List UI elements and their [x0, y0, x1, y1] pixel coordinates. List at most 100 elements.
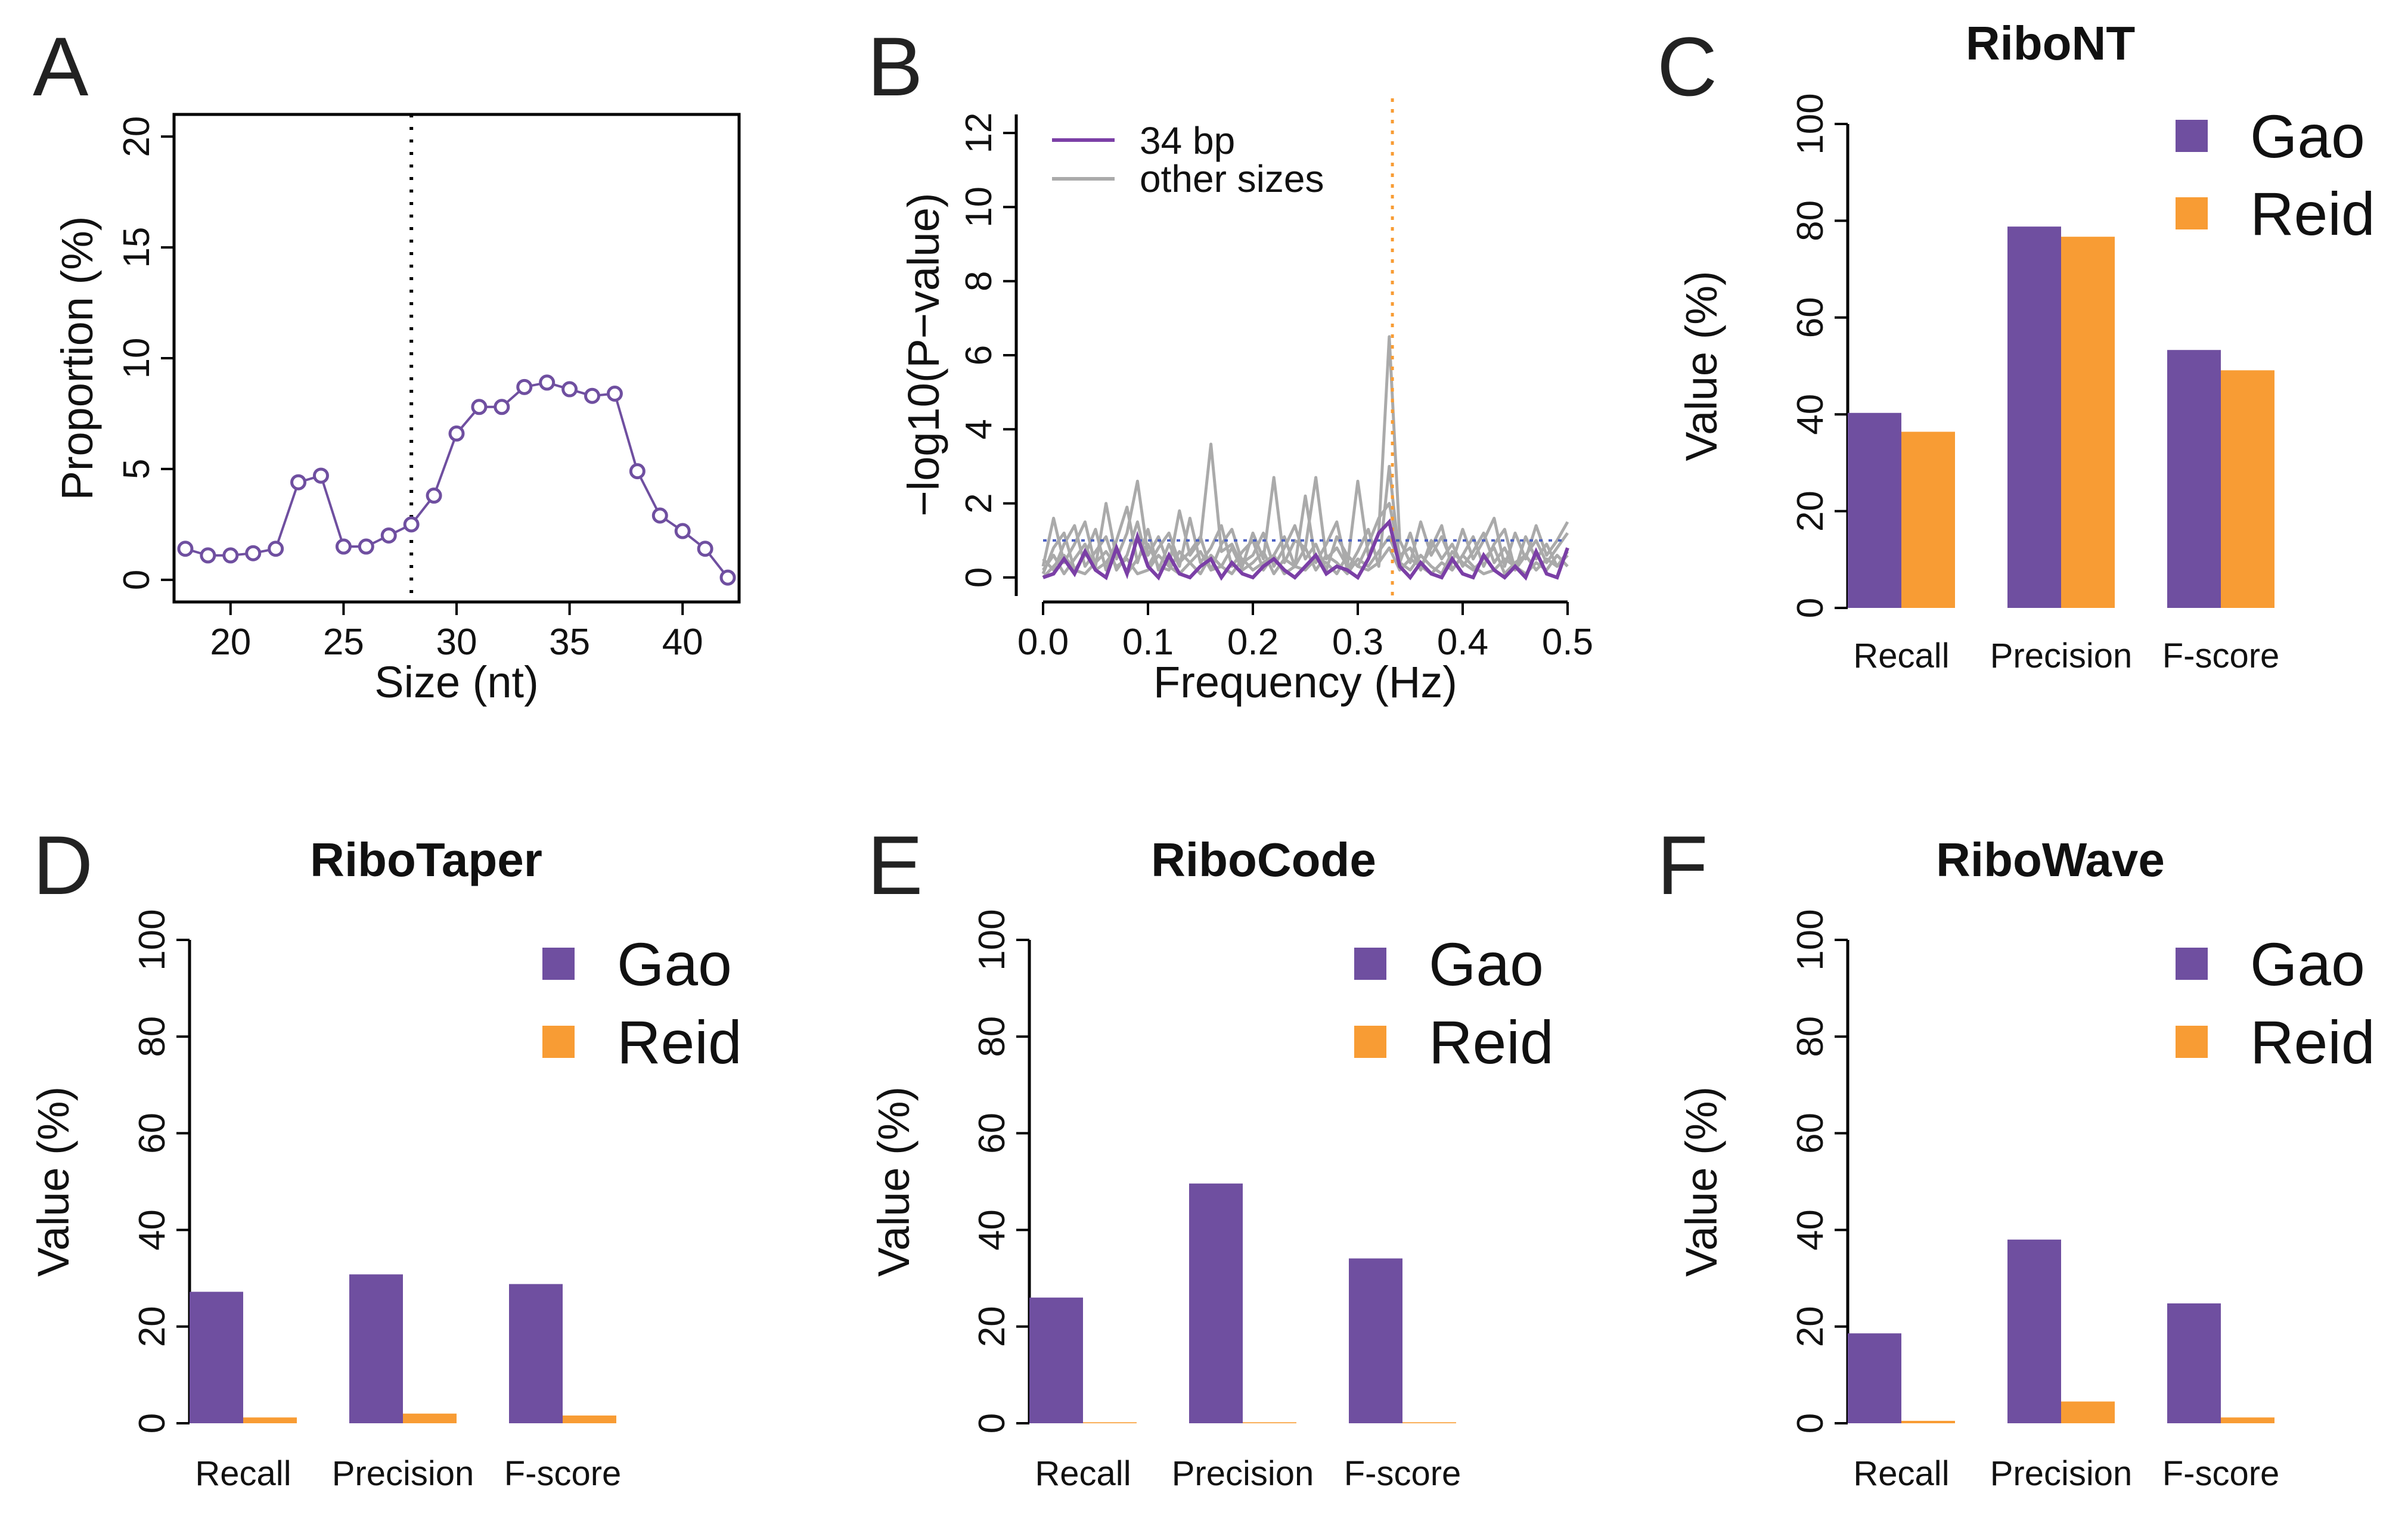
legend-label-reid: Reid — [2250, 180, 2375, 248]
legend-swatch-gao — [542, 948, 575, 980]
panel-b-y-label: −log10(P−value) — [899, 193, 948, 516]
legend-label-reid: Reid — [617, 1008, 742, 1076]
x-tick-label: 0.2 — [1227, 622, 1279, 663]
bar-gao-precision — [2007, 1239, 2061, 1423]
y-tick-label: 20 — [1790, 1306, 1831, 1347]
y-tick-label: 15 — [116, 227, 157, 268]
x-tick-label: 0.1 — [1122, 622, 1174, 663]
data-point — [426, 488, 442, 504]
y-tick-label: 0 — [972, 1413, 1013, 1433]
panel-c: C RiboNT 0 20 40 60 80 100 Value (%) Recall Precis… — [1657, 17, 2375, 675]
legend-swatch-gao — [2176, 120, 2208, 152]
y-tick-label: 12 — [958, 113, 1000, 154]
chart-title: RiboWave — [1936, 833, 2165, 886]
bar-reid-precision — [403, 1413, 457, 1423]
category-label: Recall — [1035, 1454, 1131, 1493]
y-tick-label: 100 — [1790, 909, 1831, 970]
panel-a-y-axis: 0 5 10 15 20 — [116, 116, 174, 590]
bar-reid-recall — [243, 1417, 297, 1423]
bar-gao-precision — [1189, 1183, 1243, 1423]
y-tick-label: 80 — [1790, 1016, 1831, 1057]
y-tick-label: 40 — [972, 1209, 1013, 1250]
bar-gao-f-score — [2167, 350, 2221, 608]
x-tick-label: 0.0 — [1017, 622, 1069, 663]
legend-label-gao: Gao — [617, 930, 732, 998]
y-tick-label: 100 — [132, 909, 173, 970]
data-point — [403, 516, 420, 533]
y-tick-label: 5 — [116, 459, 157, 479]
legend-swatch-gao — [1354, 948, 1386, 980]
x-tick-label: 35 — [549, 622, 590, 663]
category-label: F-score — [1344, 1454, 1461, 1493]
chart-title: RiboNT — [1966, 17, 2136, 70]
legend-swatch-reid — [542, 1026, 575, 1058]
panel-letter-b: B — [867, 20, 923, 113]
data-point — [516, 378, 533, 395]
data-point — [358, 538, 374, 555]
category-label: Precision — [1990, 1454, 2133, 1493]
bar-gao-precision — [2007, 226, 2061, 608]
y-tick-label: 0 — [132, 1413, 173, 1433]
y-axis-label: Value (%) — [1677, 1087, 1726, 1277]
bar-gao-precision — [349, 1274, 403, 1423]
data-point — [584, 387, 601, 404]
other-size-line — [1041, 464, 1569, 575]
panel-letter-a: A — [33, 20, 89, 113]
y-tick-label: 6 — [958, 345, 1000, 365]
legend-label-gao: Gao — [2250, 103, 2365, 170]
data-point — [335, 538, 352, 555]
category-label: F-score — [504, 1454, 622, 1493]
data-point — [606, 385, 623, 402]
data-point — [222, 547, 239, 564]
y-tick-label: 0 — [958, 567, 1000, 588]
y-tick-label: 20 — [972, 1306, 1013, 1347]
y-tick-label: 40 — [1790, 394, 1831, 435]
x-tick-label: 25 — [323, 622, 364, 663]
data-point — [719, 569, 736, 586]
bar-reid-f-score — [2221, 1417, 2274, 1423]
bar-reid-recall — [1083, 1422, 1137, 1423]
category-label: F-score — [2162, 1454, 2280, 1493]
panel-b-y-axis: 0 2 4 6 8 10 12 — [958, 113, 1016, 588]
data-point — [561, 381, 578, 398]
data-point — [629, 463, 646, 480]
bar-gao-recall — [1029, 1297, 1083, 1423]
legend-label-gao: Gao — [1429, 930, 1544, 998]
y-tick-label: 40 — [132, 1209, 173, 1250]
data-point — [651, 507, 668, 524]
bar-reid-f-score — [1402, 1422, 1456, 1423]
panel-b-x-axis: 0.0 0.1 0.2 0.3 0.4 0.5 — [1017, 602, 1593, 663]
data-point — [494, 399, 510, 415]
panel-a: A 20 25 30 35 40 0 5 10 15 20 Size (nt) Proporti… — [33, 20, 741, 707]
y-tick-label: 8 — [958, 271, 1000, 291]
x-tick-label: 0.5 — [1542, 622, 1593, 663]
y-axis-label: Value (%) — [29, 1087, 78, 1277]
y-tick-label: 20 — [1790, 491, 1831, 532]
y-tick-label: 0 — [116, 570, 157, 590]
y-tick-label: 0 — [1790, 1413, 1831, 1433]
panel-a-x-label: Size (nt) — [374, 657, 539, 707]
bar-gao-f-score — [2167, 1303, 2221, 1423]
y-tick-label: 100 — [1790, 93, 1831, 154]
y-tick-label: 60 — [132, 1113, 173, 1154]
y-tick-label: 80 — [972, 1016, 1013, 1057]
panel-letter: F — [1657, 818, 1708, 912]
y-tick-label: 80 — [132, 1016, 173, 1057]
bar-gao-f-score — [509, 1284, 563, 1423]
bar-gao-recall — [1848, 412, 1901, 608]
data-point — [471, 399, 488, 415]
panel-b-legend: 34 bp other sizes — [1052, 119, 1324, 200]
panel-letter: C — [1657, 20, 1717, 113]
panel-f: F RiboWave 0 20 40 60 80 100 Value (%) Recall Prec… — [1657, 818, 2375, 1493]
legend-label-other-sizes: other sizes — [1140, 157, 1324, 200]
chart-title: RiboTaper — [310, 833, 542, 886]
data-point — [448, 425, 465, 442]
bar-reid-f-score — [2221, 370, 2274, 608]
bar-reid-precision — [1243, 1422, 1296, 1423]
x-tick-label: 20 — [210, 622, 251, 663]
category-label: Recall — [1853, 1454, 1949, 1493]
category-label: F-score — [2162, 637, 2280, 675]
panel-b-x-label: Frequency (Hz) — [1153, 657, 1457, 707]
y-tick-label: 10 — [116, 338, 157, 379]
